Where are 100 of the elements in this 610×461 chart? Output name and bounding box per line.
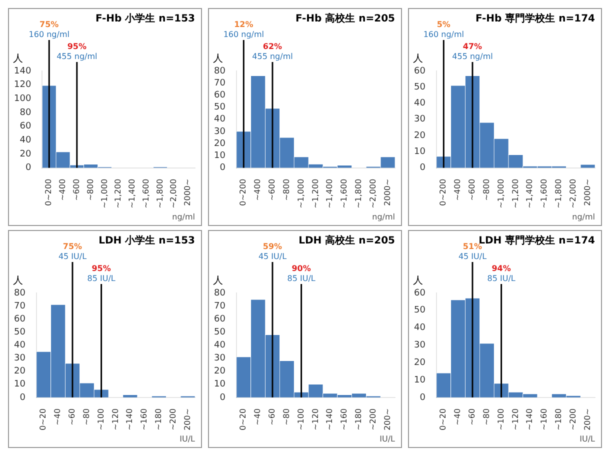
x-tick-label: ~1,800 <box>155 178 164 208</box>
ref-line-label: 160 ng/ml <box>223 30 264 40</box>
ref-line-label: 45 IU/L <box>458 252 488 262</box>
x-tick-label: ~800 <box>482 178 491 201</box>
x-axis-title: IU/L <box>380 434 396 444</box>
x-tick-label: 200~ <box>182 408 192 430</box>
y-tick-label: 30 <box>414 340 426 351</box>
y-tick-label: 80 <box>20 108 32 118</box>
chart-title: F-Hb 小学生 n=153 <box>95 12 196 25</box>
y-tick-label: 120 <box>14 80 32 90</box>
x-tick-label: ~1,800 <box>554 178 564 208</box>
chart-title: F-Hb 専門学校生 n=174 <box>475 12 596 25</box>
x-tick-label: 0~20 <box>438 408 448 430</box>
y-tick-label: 40 <box>214 340 226 351</box>
x-tick-label: ~200 <box>368 408 378 430</box>
x-tick-label: ~400 <box>58 178 68 201</box>
x-axis-title: IU/L <box>180 434 196 444</box>
x-tick-label: 2000~ <box>183 178 192 206</box>
x-tick-label: ~1,200 <box>310 178 320 208</box>
y-tick-label: 70 <box>214 78 226 88</box>
x-tick-label: ~1,400 <box>128 178 137 208</box>
x-tick-label: ~1,600 <box>141 178 150 208</box>
x-tick-label: ~140 <box>325 408 334 430</box>
ref-line-label: 455 ng/ml <box>452 52 493 62</box>
x-tick-label: ~400 <box>253 178 262 201</box>
y-tick-label: 10 <box>214 151 226 162</box>
x-axis-title: IU/L <box>580 434 596 444</box>
x-tick-label: ~600 <box>468 178 477 201</box>
text: 59% <box>262 242 282 252</box>
x-tick-label: ~1,400 <box>325 178 334 208</box>
x-tick-label: ~180 <box>154 408 164 430</box>
x-tick-label: 200~ <box>582 408 592 430</box>
x-tick-label: ~800 <box>282 178 291 201</box>
text: 95% <box>92 264 111 274</box>
x-tick-label: ~120 <box>110 408 120 430</box>
y-tick-label: 30 <box>14 354 26 364</box>
x-tick-label: 0~20 <box>38 408 48 430</box>
x-tick-label: ~80 <box>482 408 491 426</box>
text: 5% <box>436 20 450 30</box>
x-axis-title: ng/ml <box>572 212 595 222</box>
x-tick-label: 0~20 <box>238 408 248 430</box>
x-tick-label: ~180 <box>554 408 564 430</box>
x-tick-label: ~1,200 <box>114 178 123 208</box>
y-tick-label: 20 <box>414 358 426 368</box>
y-tick-label: 0 <box>25 163 32 174</box>
y-tick-label: 40 <box>14 340 26 351</box>
y-tick-label: 10 <box>414 147 426 158</box>
ref-line-label: 160 ng/ml <box>423 30 464 40</box>
x-tick-label: ~180 <box>354 408 364 430</box>
x-tick-label: 2000~ <box>382 178 392 206</box>
text: 75% <box>40 20 59 30</box>
y-tick-label: 30 <box>414 114 426 125</box>
x-tick-label: ~600 <box>72 178 81 201</box>
chart-title: LDH 高校生 n=205 <box>298 234 396 247</box>
chart-title: LDH 小学生 n=153 <box>98 234 196 247</box>
chart-title: F-Hb 高校生 n=205 <box>295 12 396 25</box>
x-tick-label: ~80 <box>82 408 91 426</box>
y-tick-label: 10 <box>414 375 426 386</box>
ref-line-label: 45 IU/L <box>258 252 288 262</box>
y-tick-label: 60 <box>20 122 32 132</box>
text: 95% <box>67 42 86 52</box>
x-tick-label: ~40 <box>53 408 62 426</box>
x-tick-label: ~80 <box>282 408 291 426</box>
x-tick-label: ~1,200 <box>510 178 520 208</box>
y-tick-label: 0 <box>20 392 26 403</box>
text: 12% <box>234 20 254 30</box>
y-tick-label: 80 <box>214 288 226 298</box>
y-tick-label: 0 <box>220 392 226 403</box>
y-tick-label: 40 <box>214 114 226 125</box>
x-tick-label: ~1,000 <box>296 178 306 208</box>
x-tick-label: 0~200 <box>44 178 54 206</box>
y-tick-label: 50 <box>14 328 26 338</box>
y-tick-label: 40 <box>20 135 32 146</box>
y-tick-label: 50 <box>414 82 426 92</box>
x-tick-label: ~120 <box>510 408 520 430</box>
x-tick-label: ~140 <box>525 408 534 430</box>
y-tick-label: 60 <box>414 66 426 76</box>
ref-line-label: 160 ng/ml <box>28 30 70 40</box>
y-tick-label: 0 <box>420 163 426 174</box>
x-tick-label: ~1,600 <box>340 178 349 208</box>
y-tick-label: 60 <box>214 314 226 324</box>
text: 94% <box>492 264 511 274</box>
ref-line-label: 85 IU/L <box>87 274 116 284</box>
y-tick-label: 20 <box>14 366 26 377</box>
x-tick-label: ~100 <box>96 408 106 430</box>
x-tick-label: ~40 <box>453 408 462 426</box>
y-axis-title: 人 <box>13 54 23 65</box>
y-tick-label: 20 <box>414 130 426 141</box>
text: 90% <box>292 264 311 274</box>
ref-line-label: 455 ng/ml <box>252 52 293 62</box>
y-tick-label: 70 <box>14 301 26 312</box>
x-tick-label: ~200 <box>568 408 578 430</box>
y-axis-title: 人 <box>413 276 423 287</box>
ref-line-label: 85 IU/L <box>487 274 516 284</box>
x-tick-label: ~2,000 <box>169 178 178 208</box>
x-tick-label: 0~200 <box>238 178 248 206</box>
y-tick-label: 50 <box>214 102 226 113</box>
y-tick-label: 60 <box>14 314 26 324</box>
y-tick-label: 10 <box>214 380 226 390</box>
y-axis-title: 人 <box>413 54 423 65</box>
